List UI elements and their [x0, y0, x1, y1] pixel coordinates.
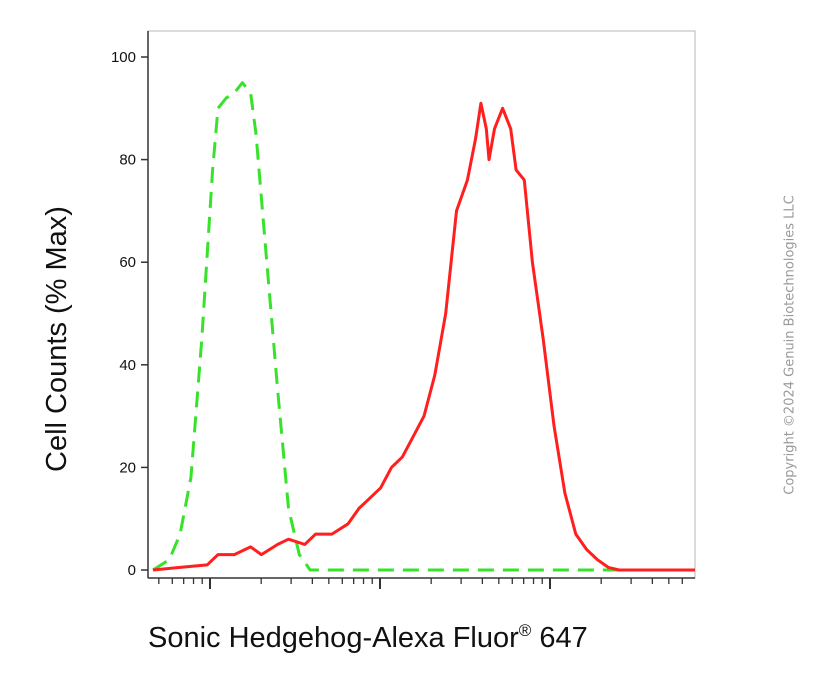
x-axis-ticks	[158, 578, 683, 589]
y-tick-label-60: 60	[119, 254, 136, 271]
x-axis-label-main: Sonic Hedgehog-Alexa Fluor	[148, 622, 519, 654]
y-tick-label-100: 100	[111, 49, 136, 66]
series-line-dashed-green	[152, 81, 695, 572]
x-axis-label-mark: ®	[519, 621, 532, 640]
x-axis-label-suffix: 647	[531, 622, 587, 654]
series-layer	[152, 81, 695, 572]
x-axis-label: Sonic Hedgehog-Alexa Fluor® 647	[148, 621, 588, 654]
series-line-solid-red	[152, 101, 695, 572]
y-tick-label-80: 80	[119, 152, 136, 169]
y-tick-label-40: 40	[119, 357, 136, 374]
y-axis-label: Cell Counts (% Max)	[41, 206, 73, 472]
y-tick-label-0: 0	[128, 562, 136, 579]
y-tick-label-20: 20	[119, 459, 136, 476]
copyright-watermark: Copyright ©2024 Genuin Biotechnologies L…	[782, 195, 798, 495]
plot-frame	[147, 30, 696, 579]
y-axis-ticks: 0 20 40 60 80 100	[111, 49, 148, 579]
